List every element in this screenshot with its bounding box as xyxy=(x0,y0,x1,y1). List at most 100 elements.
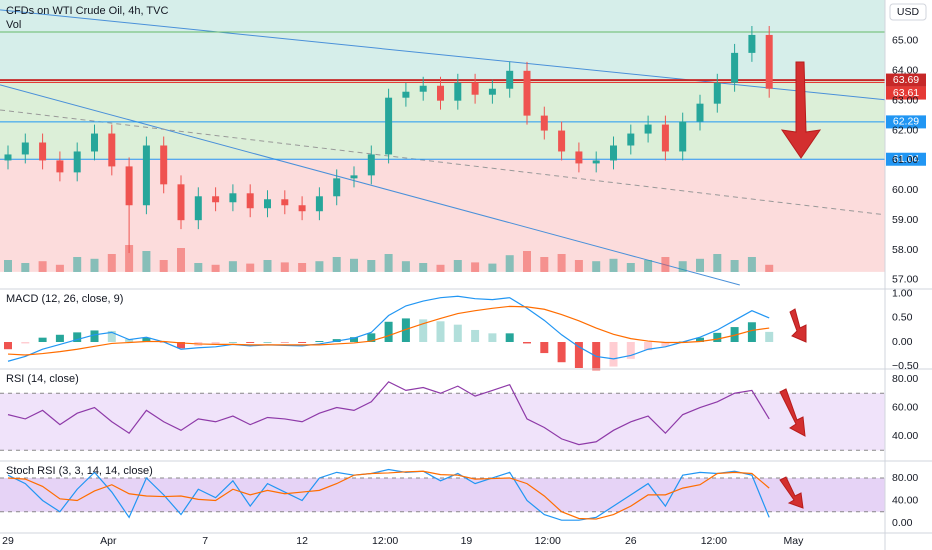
price-label-box xyxy=(886,73,926,87)
volume-bar xyxy=(73,257,82,272)
plot-area xyxy=(0,0,885,521)
histogram-bar xyxy=(55,334,64,342)
histogram-bar xyxy=(453,324,462,342)
y-tick-label: 60.00 xyxy=(892,401,918,413)
candle-body xyxy=(419,85,427,92)
candle-body xyxy=(713,82,721,104)
volume-bar xyxy=(644,260,653,272)
candle-body xyxy=(212,196,220,203)
x-tick-label: 19 xyxy=(461,535,473,547)
candle-body xyxy=(454,82,462,101)
candle-body xyxy=(471,82,479,95)
histogram-bar xyxy=(609,342,618,367)
volume-bar xyxy=(661,257,670,272)
indicator-line xyxy=(7,470,770,520)
volume-bar xyxy=(142,251,151,272)
y-tick-label: 1.00 xyxy=(892,288,913,300)
candle-body xyxy=(558,130,566,152)
volume-bar xyxy=(713,254,722,272)
volume-bar xyxy=(401,261,410,272)
candle-body xyxy=(39,142,47,161)
histogram-bar xyxy=(38,337,47,342)
x-tick-label: May xyxy=(783,535,804,547)
volume-bar xyxy=(384,254,393,272)
y-tick-label: 0.00 xyxy=(892,336,913,348)
histogram-bar xyxy=(661,342,670,347)
volume-bar xyxy=(574,260,583,272)
histogram-bar xyxy=(540,342,549,354)
y-tick-label: 80.00 xyxy=(892,373,918,385)
y-tick-label: 65.00 xyxy=(892,35,918,47)
histogram-bar xyxy=(488,333,497,342)
candle-body xyxy=(125,166,133,206)
indicator-title: MACD (12, 26, close, 9) xyxy=(6,293,123,305)
y-tick-label: 80.00 xyxy=(892,472,918,484)
volume-bar xyxy=(194,263,203,272)
x-tick-label: 29 xyxy=(2,535,14,547)
histogram-bar xyxy=(730,327,739,342)
candle-body xyxy=(177,184,185,221)
candle-body xyxy=(160,145,168,185)
y-tick-label: −0.50 xyxy=(892,360,919,372)
volume-bar xyxy=(125,245,134,272)
histogram-bar xyxy=(384,321,393,342)
currency: USD xyxy=(897,6,920,18)
histogram-bar xyxy=(696,337,704,342)
volume-label: Vol xyxy=(6,19,21,31)
volume-bar xyxy=(557,254,566,272)
volume-bar xyxy=(436,264,445,272)
histogram-bar xyxy=(713,332,722,342)
histogram-bar xyxy=(367,333,376,342)
volume-bar xyxy=(419,263,428,272)
y-tick-label: 62.00 xyxy=(892,124,918,136)
volume-bar xyxy=(540,257,549,272)
candle-body xyxy=(298,205,306,212)
price-label: 63.61 xyxy=(893,87,919,99)
x-tick-label: 12:00 xyxy=(535,535,561,547)
band-fill xyxy=(0,393,885,451)
histogram-bar xyxy=(90,330,99,342)
volume-bar xyxy=(696,258,704,272)
histogram-bar xyxy=(211,342,220,345)
indicator-line xyxy=(7,295,770,362)
candle-body xyxy=(610,145,617,161)
price-label: 62.29 xyxy=(893,116,919,128)
volume-bar xyxy=(263,260,272,272)
histogram-bar xyxy=(107,330,116,342)
indicator-title: Stoch RSI (3, 3, 14, 14, close) xyxy=(6,465,153,477)
candle-body xyxy=(765,34,773,89)
volume-bar xyxy=(211,264,220,272)
candle-body xyxy=(367,154,375,176)
volume-bar xyxy=(350,258,358,272)
candle-body xyxy=(108,133,116,167)
candle-body xyxy=(488,88,496,95)
histogram-bar xyxy=(557,342,566,363)
histogram-bar xyxy=(263,342,272,343)
histogram-bar xyxy=(350,337,358,342)
histogram-bar xyxy=(4,342,12,350)
y-tick-label: 57.00 xyxy=(892,274,918,286)
histogram-bar xyxy=(315,341,324,342)
histogram-bar xyxy=(228,342,237,343)
band-fill xyxy=(0,477,885,512)
y-tick-label: 40.00 xyxy=(892,430,918,442)
price-label-box xyxy=(886,152,926,166)
price-label: 63.69 xyxy=(893,74,919,86)
volume-bar xyxy=(298,263,307,272)
candle-body xyxy=(506,70,514,89)
candle-body xyxy=(246,193,254,209)
candle-body xyxy=(592,160,600,164)
trend-line xyxy=(0,109,885,216)
indicator-line xyxy=(7,468,770,521)
histogram-bar xyxy=(523,342,531,344)
candle-body xyxy=(731,52,739,83)
histogram-bar xyxy=(644,342,653,351)
volume-bar xyxy=(315,261,324,272)
y-tick-label: 58.00 xyxy=(892,244,918,256)
candle-body xyxy=(523,70,531,116)
candle-body xyxy=(91,133,98,152)
candle-body xyxy=(264,199,271,209)
candle-body xyxy=(21,142,29,155)
volume-bar xyxy=(592,261,601,272)
